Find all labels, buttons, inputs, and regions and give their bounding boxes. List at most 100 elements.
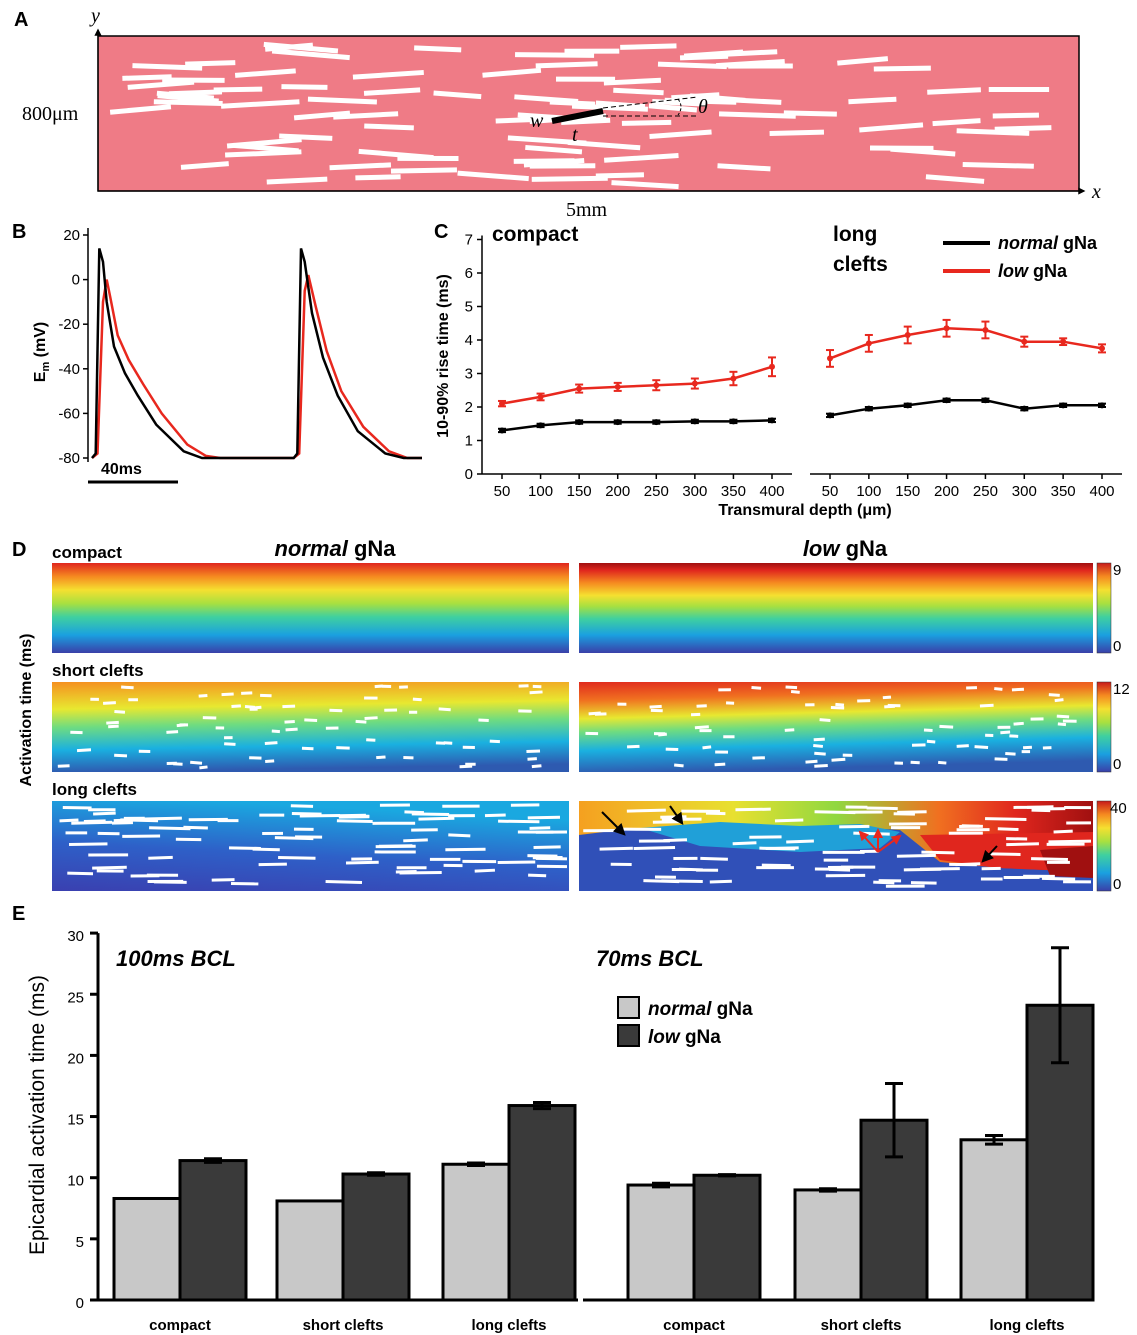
cleft bbox=[448, 833, 471, 838]
cleft bbox=[265, 759, 275, 763]
e-legend-low-swatch bbox=[617, 1024, 640, 1047]
cleft bbox=[599, 846, 633, 851]
b-y-tick-label: 20 bbox=[63, 227, 80, 244]
cleft bbox=[220, 99, 300, 109]
c-series-low bbox=[501, 365, 773, 405]
cleft bbox=[378, 844, 413, 848]
c-series-normal bbox=[501, 419, 773, 432]
orientation-angle-arc bbox=[677, 98, 682, 116]
cleft bbox=[404, 810, 424, 815]
cleft bbox=[661, 879, 703, 884]
cleft bbox=[498, 819, 540, 824]
cleft bbox=[784, 728, 795, 732]
rise-time-plot: 0 1 2 3 4 5 6 7 50 100 150 200 250 300 350 400 50 100 150 2… bbox=[465, 232, 1122, 500]
c-y-tick-label: 7 bbox=[465, 232, 473, 249]
c-point bbox=[614, 383, 621, 390]
c-legend: normal gNa low gNa bbox=[943, 233, 1098, 281]
cleft bbox=[366, 738, 376, 742]
cleft bbox=[652, 820, 684, 824]
c-y-tick-label: 5 bbox=[465, 299, 473, 316]
panel-label-c: C bbox=[434, 221, 448, 243]
cleft bbox=[813, 743, 824, 748]
c-point bbox=[1021, 405, 1028, 412]
cleft bbox=[997, 827, 1019, 832]
cleft bbox=[786, 839, 814, 844]
cleft bbox=[718, 111, 796, 119]
colorbar-long-max: 40 bbox=[1110, 800, 1127, 817]
time-scale-label: 40ms bbox=[101, 461, 142, 478]
cleft bbox=[689, 93, 746, 103]
e-bar-low bbox=[507, 1104, 577, 1302]
cleft bbox=[926, 739, 936, 744]
c-y-tick-label: 4 bbox=[465, 332, 473, 349]
colorbar-compact-min: 0 bbox=[1113, 638, 1121, 655]
cleft bbox=[819, 718, 831, 722]
cleft bbox=[925, 174, 985, 184]
cleft bbox=[76, 748, 92, 753]
conduction-arrow bbox=[669, 805, 684, 825]
cleft bbox=[837, 56, 889, 66]
c-ylabel: 10-90% rise time (ms) bbox=[435, 274, 452, 438]
cleft bbox=[923, 728, 933, 733]
cleft bbox=[611, 180, 679, 190]
cleft bbox=[1053, 829, 1073, 834]
map-compact-normal bbox=[52, 563, 569, 653]
c-point bbox=[537, 393, 544, 400]
cleft bbox=[478, 718, 489, 723]
cleft bbox=[114, 753, 128, 758]
cleft bbox=[927, 87, 981, 95]
cleft bbox=[939, 724, 954, 729]
c-point bbox=[691, 380, 698, 387]
cleft bbox=[595, 172, 645, 179]
c-xlabel: Transmural depth (μm) bbox=[718, 502, 891, 519]
cleft bbox=[932, 118, 981, 127]
cleft bbox=[715, 58, 785, 69]
cleft bbox=[571, 103, 648, 112]
cleft bbox=[263, 41, 339, 54]
cleft bbox=[700, 856, 728, 861]
cleft bbox=[474, 868, 496, 873]
cleft bbox=[122, 74, 172, 81]
cleft bbox=[705, 811, 726, 816]
cleft bbox=[120, 818, 159, 823]
c-x-tick-label: 100 bbox=[856, 483, 881, 500]
cleft bbox=[57, 764, 70, 768]
cleft bbox=[956, 128, 1030, 136]
colorbar-compact bbox=[1096, 562, 1112, 654]
cleft bbox=[121, 685, 134, 690]
cleft bbox=[445, 847, 486, 852]
c-point bbox=[1099, 345, 1105, 352]
c-point bbox=[769, 417, 775, 424]
cleft bbox=[769, 129, 825, 136]
cleft bbox=[127, 79, 195, 90]
cleft bbox=[896, 853, 936, 858]
cleft bbox=[533, 845, 561, 849]
cleft bbox=[329, 162, 392, 171]
e-category-label: long clefts bbox=[989, 1317, 1064, 1334]
cleft bbox=[814, 810, 856, 815]
cleft bbox=[732, 841, 757, 846]
cleft bbox=[59, 818, 79, 823]
c-point bbox=[614, 419, 621, 426]
cleft bbox=[376, 755, 386, 760]
cleft bbox=[156, 90, 215, 101]
c-y-tick-label: 3 bbox=[465, 366, 473, 383]
cleft bbox=[620, 43, 677, 50]
cleft bbox=[649, 704, 662, 709]
colorbar-compact-max: 9 bbox=[1113, 562, 1121, 579]
cleft bbox=[962, 161, 1034, 169]
e-category-label: short clefts bbox=[303, 1317, 384, 1334]
cleft bbox=[484, 813, 506, 818]
cleft bbox=[412, 697, 422, 702]
cleft bbox=[418, 816, 455, 821]
cleft bbox=[271, 48, 350, 61]
e-bar-low bbox=[341, 1172, 411, 1302]
cleft bbox=[626, 808, 666, 813]
cleft bbox=[148, 855, 173, 860]
cleft bbox=[336, 819, 373, 824]
cleft bbox=[529, 826, 551, 830]
e-legend: normal gNa low gNa bbox=[617, 996, 753, 1048]
e-bar-low bbox=[692, 1173, 762, 1302]
cleft bbox=[459, 764, 473, 769]
cleft bbox=[910, 760, 920, 765]
